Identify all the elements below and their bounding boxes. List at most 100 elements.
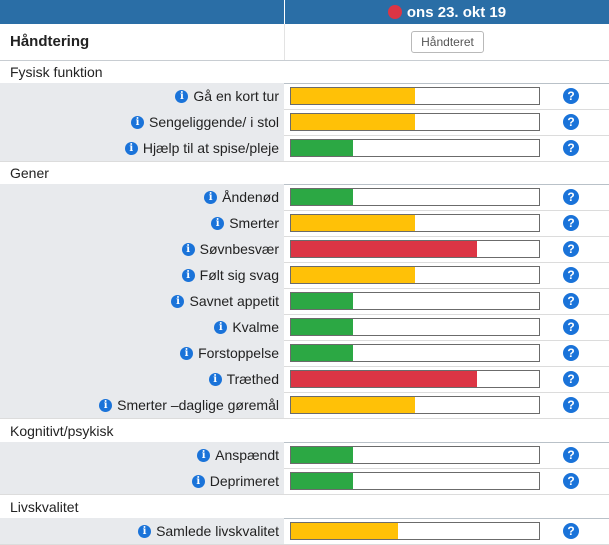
symptom-row: i Kvalme? (0, 314, 609, 341)
section-header: Gener (0, 162, 609, 185)
row-label: Samlede livskvalitet (156, 523, 279, 539)
date-label: ons 23. okt 19 (406, 3, 507, 21)
help-icon[interactable]: ? (563, 523, 579, 539)
date-column-header[interactable]: ons 23. okt 19 (285, 0, 609, 24)
row-label-cell: i Forstoppelse (0, 340, 284, 366)
score-bar (290, 113, 540, 131)
score-bar-fill (291, 215, 415, 231)
section-header: Kognitivt/psykisk (0, 420, 609, 443)
symptom-row: i Hjælp til at spise/pleje? (0, 135, 609, 162)
symptom-row: i Samlede livskvalitet? (0, 518, 609, 545)
score-bar (290, 240, 540, 258)
info-icon[interactable]: i (208, 372, 222, 386)
info-icon[interactable]: i (99, 398, 113, 412)
info-icon[interactable]: i (214, 320, 228, 334)
header-bar: ons 23. okt 19 (0, 0, 609, 24)
info-icon[interactable]: i (138, 524, 152, 538)
status-dot-icon (387, 5, 402, 19)
symptom-row: i Træthed? (0, 366, 609, 393)
row-label-cell: i Smerter –daglige gøremål (0, 392, 284, 418)
help-icon[interactable]: ? (563, 88, 579, 104)
info-icon[interactable]: i (197, 448, 211, 462)
row-label-cell: i Smerter (0, 210, 284, 236)
help-icon[interactable]: ? (563, 215, 579, 231)
help-icon[interactable]: ? (563, 293, 579, 309)
symptom-row: i Gå en kort tur? (0, 83, 609, 110)
score-bar (290, 188, 540, 206)
handling-label: Håndtering (10, 33, 90, 50)
help-icon[interactable]: ? (563, 140, 579, 156)
section-title: Kognitivt/psykisk (10, 423, 114, 439)
row-label: Gå en kort tur (193, 88, 279, 104)
info-icon[interactable]: i (180, 346, 194, 360)
score-bar-fill (291, 267, 415, 283)
score-bar (290, 522, 540, 540)
info-icon[interactable]: i (175, 89, 189, 103)
header-spacer (0, 0, 285, 24)
help-icon[interactable]: ? (563, 189, 579, 205)
symptom-row: i Sengeliggende/ i stol? (0, 109, 609, 136)
row-label-cell: i Deprimeret (0, 468, 284, 494)
row-label-cell: i Anspændt (0, 442, 284, 468)
help-icon[interactable]: ? (563, 241, 579, 257)
info-icon[interactable]: i (181, 242, 195, 256)
score-bar-fill (291, 523, 398, 539)
row-label-cell: i Træthed (0, 366, 284, 392)
row-label: Træthed (226, 371, 279, 387)
help-icon[interactable]: ? (563, 114, 579, 130)
help-icon[interactable]: ? (563, 267, 579, 283)
score-bar (290, 87, 540, 105)
symptom-row: i Smerter –daglige gøremål? (0, 392, 609, 419)
row-label: Deprimeret (209, 473, 279, 489)
symptom-row: i Åndenød? (0, 184, 609, 211)
score-bar-fill (291, 140, 353, 156)
info-icon[interactable]: i (211, 216, 225, 230)
score-bar-fill (291, 473, 353, 489)
row-label-cell: i Søvnbesvær (0, 236, 284, 262)
row-label-cell: i Følt sig svag (0, 262, 284, 288)
symptom-row: i Anspændt? (0, 442, 609, 469)
score-bar-fill (291, 447, 353, 463)
section-title: Livskvalitet (10, 499, 79, 515)
symptom-row: i Søvnbesvær? (0, 236, 609, 263)
help-icon[interactable]: ? (563, 371, 579, 387)
score-bar (290, 396, 540, 414)
help-icon[interactable]: ? (563, 473, 579, 489)
row-label: Smerter –daglige gøremål (117, 397, 279, 413)
symptom-row: i Savnet appetit? (0, 288, 609, 315)
handled-button[interactable]: Håndteret (411, 31, 484, 53)
info-icon[interactable]: i (124, 141, 138, 155)
score-bar (290, 370, 540, 388)
score-bar-fill (291, 371, 477, 387)
row-label-cell: i Savnet appetit (0, 288, 284, 314)
score-bar-fill (291, 319, 353, 335)
row-label: Følt sig svag (199, 267, 279, 283)
symptom-row: i Forstoppelse? (0, 340, 609, 367)
info-icon[interactable]: i (191, 474, 205, 488)
help-icon[interactable]: ? (563, 447, 579, 463)
symptom-row: i Smerter? (0, 210, 609, 237)
score-bar (290, 214, 540, 232)
info-icon[interactable]: i (181, 268, 195, 282)
section-title: Fysisk funktion (10, 64, 103, 80)
info-icon[interactable]: i (204, 190, 218, 204)
row-label-cell: i Samlede livskvalitet (0, 518, 284, 544)
score-bar-fill (291, 345, 353, 361)
row-label: Kvalme (232, 319, 279, 335)
help-icon[interactable]: ? (563, 345, 579, 361)
help-icon[interactable]: ? (563, 397, 579, 413)
help-icon[interactable]: ? (563, 319, 579, 335)
score-bar (290, 292, 540, 310)
score-bar (290, 318, 540, 336)
row-label: Åndenød (222, 189, 279, 205)
info-icon[interactable]: i (131, 115, 144, 129)
row-label-cell: i Åndenød (0, 184, 284, 210)
row-label: Savnet appetit (189, 293, 279, 309)
handling-cell: Håndteret (284, 24, 609, 60)
score-bar-fill (291, 114, 415, 130)
score-bar-fill (291, 189, 353, 205)
score-bar-fill (291, 397, 415, 413)
row-label: Anspændt (215, 447, 279, 463)
info-icon[interactable]: i (171, 294, 185, 308)
